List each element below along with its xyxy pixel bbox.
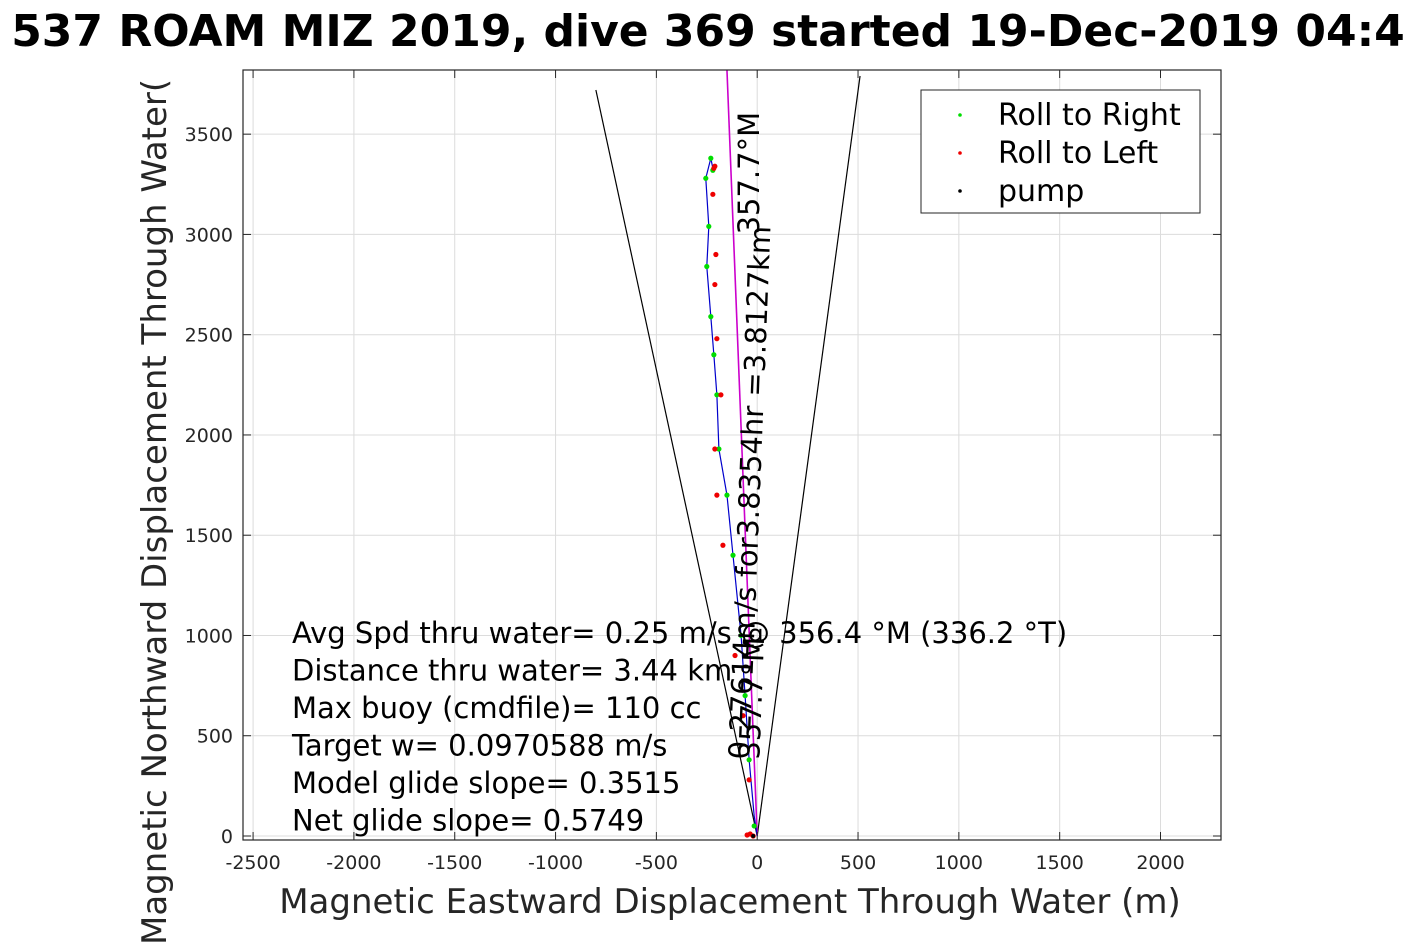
- x-tick-label: -1500: [427, 852, 482, 874]
- data-point-roll-to-right: [706, 223, 712, 230]
- data-point-roll-to-right: [742, 693, 748, 699]
- y-tick-label: 3500: [185, 124, 233, 146]
- data-point-roll-to-left: [732, 652, 738, 659]
- data-point-roll-to-left: [714, 336, 720, 342]
- legend-marker-roll-right: [958, 113, 962, 117]
- legend-label-roll-right: Roll to Right: [998, 98, 1181, 133]
- y-tick-label: 2500: [185, 325, 233, 347]
- x-axis-label: Magnetic Eastward Displacement Through W…: [279, 882, 1181, 922]
- data-point-roll-to-right: [746, 757, 752, 763]
- data-point-roll-to-right: [751, 823, 757, 829]
- data-point-roll-to-left: [740, 713, 746, 719]
- data-point-roll-to-right: [704, 263, 710, 270]
- plot-frame: [242, 69, 1222, 841]
- data-point-roll-to-right: [724, 492, 730, 498]
- data-point-roll-to-left: [714, 492, 720, 498]
- x-tick-label: 0: [751, 852, 763, 874]
- y-tick-label: 500: [197, 726, 233, 748]
- data-point-roll-to-left: [712, 446, 718, 452]
- data-point-roll-to-left: [746, 777, 752, 783]
- tick-layer: -2500 -2000 -1500 -1000 -500 0 500 1000 1500 2000…: [185, 70, 1221, 874]
- rotated-label: 357.7°M: [732, 636, 771, 760]
- stats-annotation-line: Distance thru water= 3.44 km: [292, 654, 732, 688]
- legend-label-roll-left: Roll to Left: [998, 136, 1158, 171]
- data-point-roll-to-left: [712, 281, 718, 288]
- data-point-roll-to-left: [710, 191, 716, 197]
- stats-annotation-line: Net glide slope= 0.5749: [292, 804, 644, 838]
- heading-vector: [726, 69, 759, 837]
- stats-annotation-line: Model glide slope= 0.3515: [292, 766, 680, 800]
- x-tick-label: 1500: [1036, 852, 1084, 874]
- data-point-roll-to-right: [708, 155, 714, 161]
- data-point-pump: [751, 833, 756, 838]
- grid-layer: [243, 70, 1221, 840]
- x-tick-label: -2500: [225, 852, 280, 874]
- legend: Roll to Right Roll to Left pump: [920, 89, 1201, 214]
- y-tick-label: 1000: [185, 625, 233, 647]
- cone-line-left: [595, 89, 758, 837]
- data-point-roll-to-left: [713, 251, 719, 258]
- cone-lines: [595, 75, 861, 837]
- cone-line-right: [756, 75, 861, 837]
- data-point-roll-to-left: [720, 542, 726, 548]
- x-tick-label: 2000: [1136, 852, 1184, 874]
- x-tick-label: -2000: [326, 852, 381, 874]
- legend-label-pump: pump: [998, 174, 1084, 209]
- data-point-roll-to-right: [716, 446, 722, 452]
- data-point-roll-to-right: [738, 632, 744, 639]
- x-tick-label: -500: [635, 852, 678, 874]
- stats-annotation-line: Avg Spd thru water= 0.25 m/s @ 356.4 °M …: [292, 616, 1067, 650]
- legend-marker-pump: [958, 189, 962, 193]
- stats-annotation-line: Target w= 0.0970588 m/s: [291, 729, 667, 763]
- stats-annotation-line: Max buoy (cmdfile)= 110 cc: [292, 691, 701, 725]
- y-tick-label: 1500: [185, 525, 233, 547]
- y-axis-label: Magnetic Northward Displacement Through …: [135, 79, 175, 945]
- chart-title: 537 ROAM MIZ 2019, dive 369 started 19-D…: [11, 6, 1405, 57]
- data-point-roll-to-right: [730, 552, 736, 558]
- data-point-roll-to-right: [703, 175, 709, 181]
- data-point-roll-to-right: [711, 352, 717, 358]
- x-tick-label: 500: [840, 852, 876, 874]
- x-tick-label: -1000: [528, 852, 583, 874]
- legend-marker-roll-left: [958, 151, 962, 155]
- y-tick-label: 3000: [185, 224, 233, 246]
- data-point-roll-to-right: [708, 314, 714, 320]
- data-point-roll-to-left: [718, 392, 724, 398]
- heading-line: [726, 69, 759, 837]
- data-point-roll-to-left: [712, 163, 718, 169]
- data-points: [703, 155, 757, 839]
- legend-box: [920, 89, 1201, 214]
- rotated-label: 357.7°M: [732, 112, 766, 235]
- y-tick-label: 2000: [185, 425, 233, 447]
- x-tick-label: 1000: [935, 852, 983, 874]
- y-tick-label: 0: [221, 826, 233, 848]
- stats-annotations: Avg Spd thru water= 0.25 m/s @ 356.4 °M …: [291, 616, 1067, 838]
- data-point-roll-to-right: [714, 392, 720, 398]
